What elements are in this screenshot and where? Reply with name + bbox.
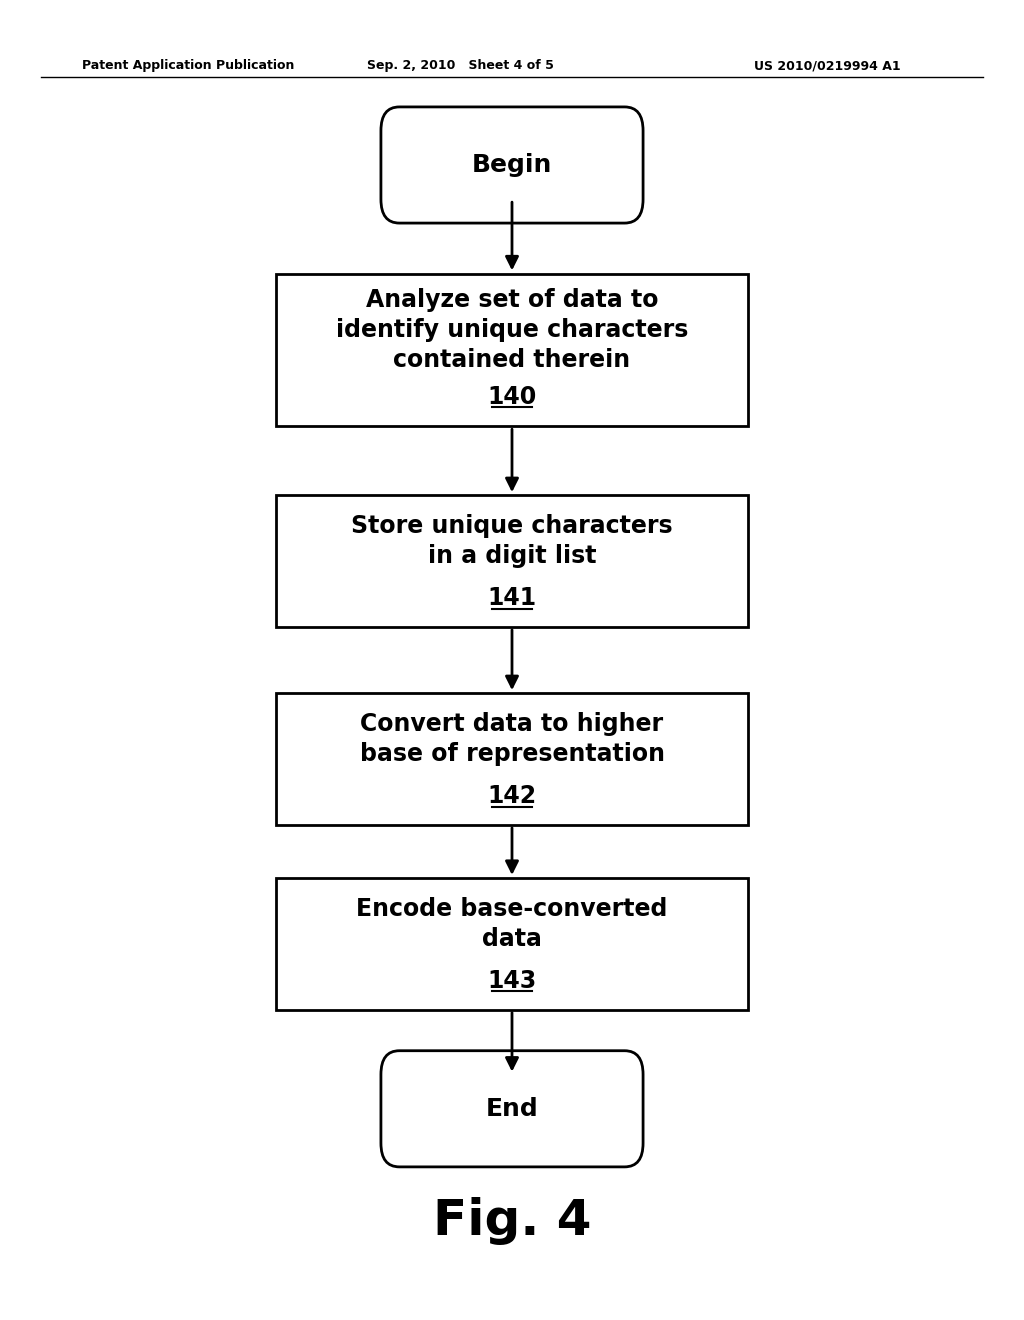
FancyBboxPatch shape [381,1051,643,1167]
Text: Analyze set of data to
identify unique characters
contained therein: Analyze set of data to identify unique c… [336,288,688,372]
Text: Sep. 2, 2010   Sheet 4 of 5: Sep. 2, 2010 Sheet 4 of 5 [368,59,554,73]
FancyBboxPatch shape [276,275,748,425]
FancyBboxPatch shape [276,693,748,825]
Text: End: End [485,1097,539,1121]
Text: Encode base-converted
data: Encode base-converted data [356,898,668,950]
Text: Begin: Begin [472,153,552,177]
Text: Convert data to higher
base of representation: Convert data to higher base of represent… [359,713,665,766]
Text: Fig. 4: Fig. 4 [433,1197,591,1245]
Text: Store unique characters
in a digit list: Store unique characters in a digit list [351,515,673,568]
Text: Patent Application Publication: Patent Application Publication [82,59,294,73]
Text: 142: 142 [487,784,537,808]
FancyBboxPatch shape [381,107,643,223]
FancyBboxPatch shape [276,878,748,1010]
Text: 141: 141 [487,586,537,610]
Text: US 2010/0219994 A1: US 2010/0219994 A1 [755,59,901,73]
Text: 143: 143 [487,969,537,993]
Text: 140: 140 [487,384,537,409]
FancyBboxPatch shape [276,495,748,627]
